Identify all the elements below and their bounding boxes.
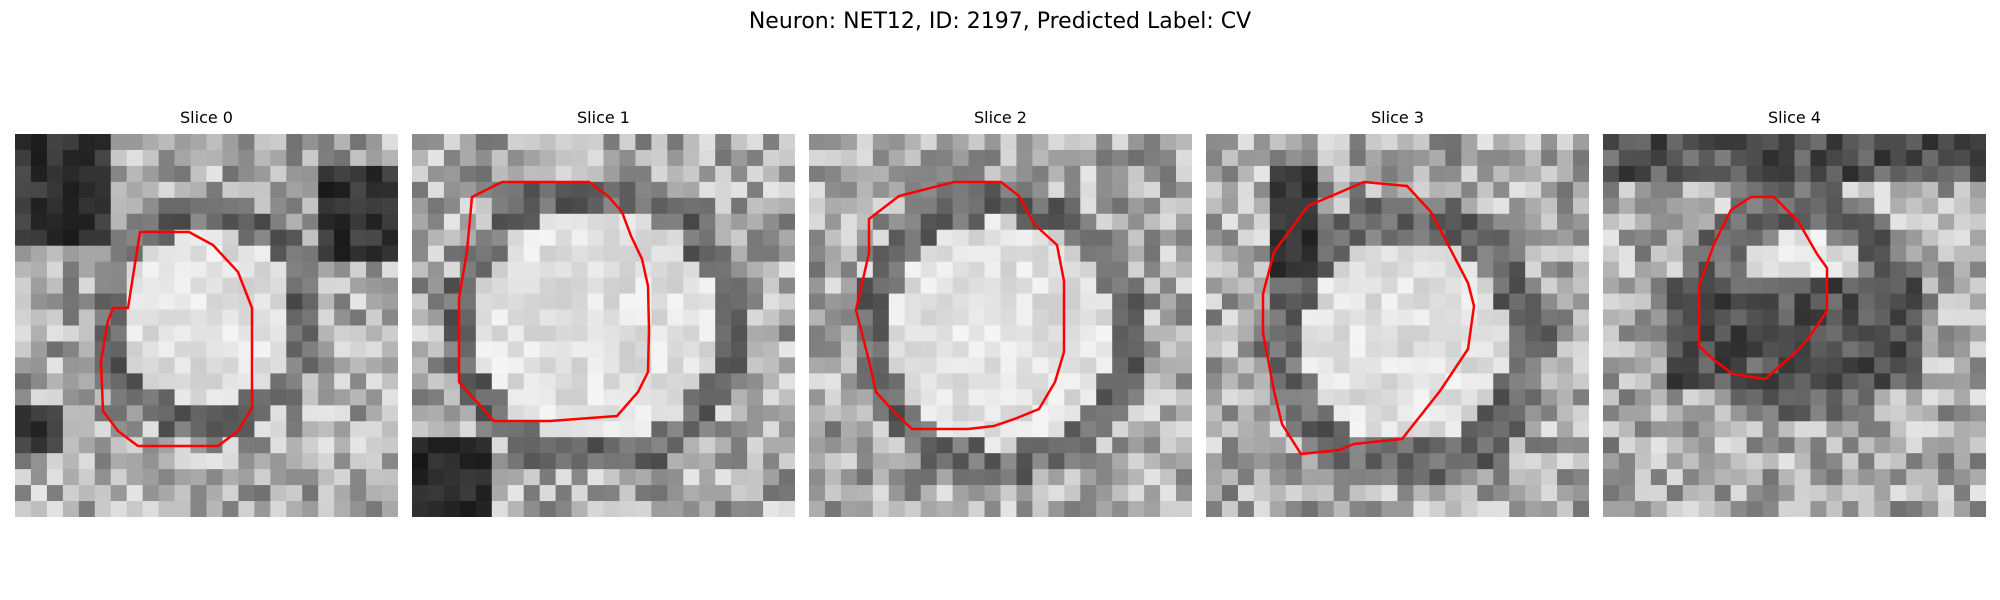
slice-image: [809, 134, 1192, 517]
segmentation-contour: [457, 180, 651, 423]
slice-title: Slice 0: [180, 108, 233, 127]
segmentation-contour: [1261, 180, 1476, 456]
slice-title: Slice 4: [1768, 108, 1821, 127]
slice-title: Slice 2: [974, 108, 1027, 127]
slice-image: [1206, 134, 1589, 517]
segmentation-contour: [99, 230, 254, 448]
slice-title: Slice 3: [1371, 108, 1424, 127]
figure-title: Neuron: NET12, ID: 2197, Predicted Label…: [748, 9, 1252, 34]
segmentation-contour: [854, 180, 1066, 431]
slice-image: [15, 134, 398, 517]
segmentation-contour: [1697, 195, 1829, 381]
slice-image: [1603, 134, 1986, 517]
slice-title: Slice 1: [577, 108, 630, 127]
slice-image: [412, 134, 795, 517]
